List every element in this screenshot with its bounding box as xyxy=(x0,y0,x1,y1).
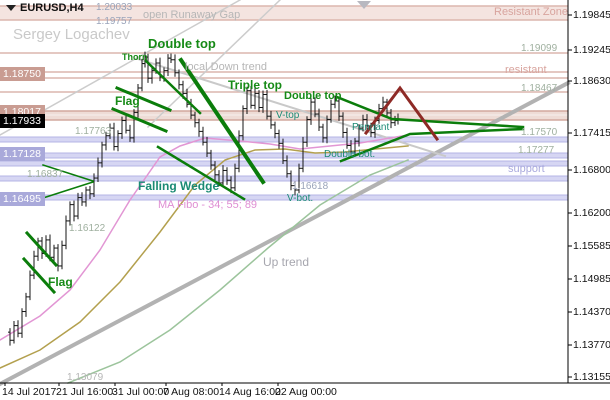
symbol-header: EURUSD,H4 xyxy=(6,2,84,14)
annotation-label: V-bot. xyxy=(287,193,314,204)
annotation-label: Thorn xyxy=(122,52,148,62)
y-axis-label: 1.17415 xyxy=(573,127,610,139)
annotation-label: 1.19099 xyxy=(521,43,558,54)
pattern-trendline xyxy=(42,181,94,199)
annotation-label: Flag xyxy=(48,275,73,289)
pattern-trendline xyxy=(178,57,266,185)
forecast-arrow xyxy=(363,85,440,142)
annotation-label: support xyxy=(508,163,545,175)
up-trend-line xyxy=(0,80,571,387)
pattern-trendline xyxy=(42,164,94,182)
annotation-label: 1.20033 xyxy=(96,2,133,13)
annotation-label: Flag xyxy=(115,94,140,108)
pattern-trendline xyxy=(24,230,59,268)
pattern-trendline xyxy=(156,145,246,201)
watermark: Sergey Logachev xyxy=(13,26,130,43)
x-axis-label: 31 Jul 00:00 xyxy=(112,386,170,398)
annotation-label: open Runaway Gap xyxy=(143,9,241,21)
y-axis-label: 1.19245 xyxy=(573,44,610,56)
down-marker-icon xyxy=(357,1,371,9)
pattern-trendline xyxy=(335,95,525,129)
pattern-trendline xyxy=(115,86,172,112)
annotation-label: Triple top xyxy=(228,78,282,92)
ma-line xyxy=(0,145,409,369)
ma-line xyxy=(67,159,409,384)
y-axis-label: 1.13155 xyxy=(573,371,610,383)
annotation-label: 1.17570 xyxy=(521,127,558,138)
pattern-trendline xyxy=(144,59,202,115)
annotation-label: 1.13079 xyxy=(67,372,104,383)
y-axis-price-box: 1.16495 xyxy=(0,192,45,206)
annotation-label: Double bot. xyxy=(324,149,376,160)
y-axis-label: 1.13770 xyxy=(573,339,610,351)
support-band xyxy=(0,153,568,158)
annotation-label: Double top xyxy=(284,90,342,102)
channel-line-1 xyxy=(146,0,282,129)
x-axis-label: 7 Aug 08:00 xyxy=(163,386,220,398)
support-band xyxy=(0,176,568,181)
support-band xyxy=(0,161,568,166)
y-axis-label: 1.14985 xyxy=(573,273,610,285)
annotation-label: Falling Wedge xyxy=(138,179,220,193)
support-band xyxy=(0,137,568,142)
y-axis-label: 1.16200 xyxy=(573,207,610,219)
y-axis-label: 1.19845 xyxy=(573,9,610,21)
annotation-label: 1.18467 xyxy=(521,83,558,94)
annotation-label: MA Fibo - 34; 55; 89 xyxy=(158,199,258,211)
annotation-label: 1.17763 xyxy=(75,126,112,137)
y-axis-label: 1.16800 xyxy=(573,164,610,176)
y-axis-label: 1.14370 xyxy=(573,306,610,318)
pattern-trendline xyxy=(111,107,168,133)
annotation-label: resistant xyxy=(505,64,547,76)
annotation-label: local Down trend xyxy=(185,61,267,73)
x-axis-label: 22 Aug 00:00 xyxy=(275,386,337,398)
x-axis-label: 14 Jul 2017 xyxy=(2,386,57,398)
chevron-down-icon xyxy=(6,5,16,11)
ma-line xyxy=(0,134,409,341)
annotation-label: Double top xyxy=(148,36,216,51)
y-axis-price-box: 1.17128 xyxy=(0,147,45,161)
symbol-timeframe-label: EURUSD,H4 xyxy=(20,2,84,14)
y-axis-price-box: 1.17933 xyxy=(0,114,45,128)
y-axis-label: 1.18630 xyxy=(573,75,610,87)
support-band xyxy=(0,195,568,200)
annotation-label: 1.16618 xyxy=(292,181,329,192)
pattern-trendline xyxy=(21,256,57,295)
annotation-label: 1.16122 xyxy=(69,223,106,234)
y-axis-price-box: 1.18750 xyxy=(0,67,45,81)
pattern-trendline xyxy=(339,127,525,163)
annotation-label: Resistant Zone xyxy=(494,6,568,18)
resistance-zone-band xyxy=(0,6,568,20)
x-axis-label: 21 Jul 16:00 xyxy=(56,386,114,398)
annotation-label: 1.17277 xyxy=(518,145,555,156)
annotation-label: Pennant xyxy=(352,122,390,133)
annotation-label: Up trend xyxy=(263,255,310,269)
annotation-label: V-top xyxy=(276,110,300,121)
y-axis-label: 1.15585 xyxy=(573,240,610,252)
annotation-label: 1.16837 xyxy=(27,169,64,180)
annotation-label: 1.19757 xyxy=(96,16,133,27)
x-axis-label: 14 Aug 16:00 xyxy=(219,386,281,398)
